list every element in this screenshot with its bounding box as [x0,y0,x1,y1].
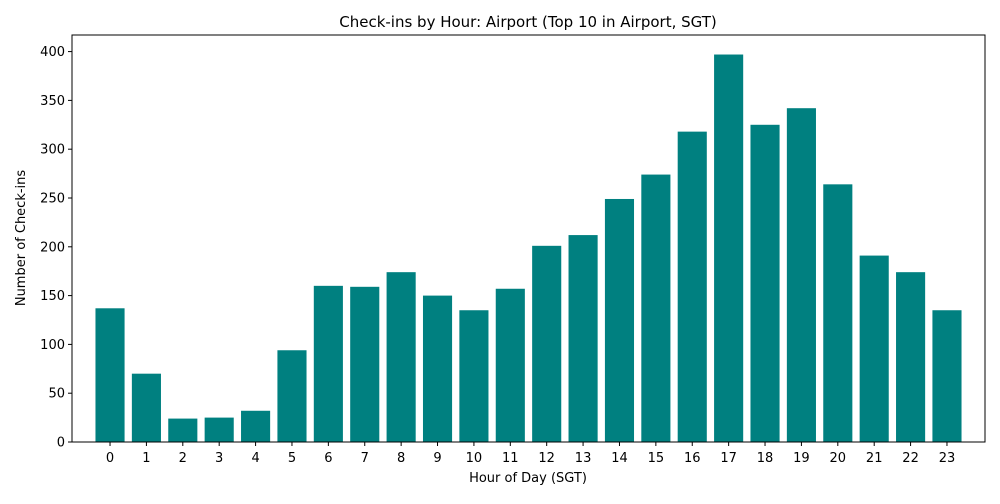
x-tick-label: 14 [611,451,628,466]
y-tick-label: 300 [40,143,65,158]
x-tick-label: 3 [215,451,223,466]
x-tick-label: 12 [538,451,555,466]
x-tick-label: 15 [648,451,665,466]
bar-hour-2 [168,418,198,442]
x-tick-label: 1 [142,451,150,466]
bar-hour-12 [532,245,562,442]
bar-hour-0 [95,308,125,442]
y-tick-label: 400 [40,45,65,60]
y-tick-label: 350 [40,94,65,109]
bar-hour-15 [641,174,671,442]
x-tick-label: 19 [793,451,810,466]
y-tick-label: 200 [40,240,65,255]
bar-hour-18 [750,124,780,442]
bar-hour-3 [204,417,234,442]
x-tick-label: 0 [106,451,114,466]
bar-hour-20 [823,184,853,442]
y-tick-label: 0 [57,436,65,451]
x-tick-label: 6 [324,451,332,466]
x-tick-label: 8 [397,451,405,466]
x-axis: 0 1 2 3 4 5 6 7 8 9 10 11 12 13 14 15 16 17 18 19 20 21 22 23 [106,442,955,466]
y-tick-label: 100 [40,338,65,353]
bar-hour-21 [859,255,889,442]
y-tick-label: 150 [40,289,65,304]
x-tick-label: 17 [720,451,737,466]
x-tick-label: 11 [502,451,519,466]
x-tick-label: 2 [179,451,187,466]
plot-area [95,54,962,443]
x-tick-label: 7 [361,451,369,466]
bar-hour-10 [459,310,489,442]
y-axis: 0 50 100 150 200 250 300 350 400 [40,45,72,451]
bar-hour-17 [714,54,744,443]
plot-frame [71,34,986,443]
x-tick-label: 18 [757,451,774,466]
y-tick-label: 250 [40,192,65,207]
bar-hour-6 [313,285,343,442]
x-tick-label: 21 [866,451,883,466]
chart-title: Check-ins by Hour: Airport (Top 10 in Ai… [339,13,717,31]
x-tick-label: 20 [830,451,847,466]
y-axis-title: Number of Check-ins [14,170,29,307]
x-tick-label: 9 [433,451,441,466]
y-tick-label: 50 [48,387,65,402]
bar-hour-5 [277,350,307,442]
x-tick-label: 5 [288,451,296,466]
bar-hour-16 [677,131,707,442]
x-tick-label: 13 [575,451,592,466]
bar-hour-1 [131,373,161,442]
bar-hour-23 [932,310,962,442]
bar-hour-14 [604,198,635,442]
bar-hour-4 [241,410,271,442]
x-tick-label: 16 [684,451,701,466]
bar-hour-9 [422,295,453,442]
x-axis-title: Hour of Day (SGT) [469,471,587,486]
x-tick-label: 23 [939,451,956,466]
x-tick-label: 4 [251,451,259,466]
bar-hour-8 [386,272,416,442]
bar-hour-11 [495,288,525,442]
x-tick-label: 10 [466,451,483,466]
bar-hour-22 [896,272,926,442]
bar-hour-19 [786,108,816,442]
bar-hour-13 [568,235,598,442]
x-tick-label: 22 [902,451,919,466]
bar-hour-7 [350,286,380,442]
